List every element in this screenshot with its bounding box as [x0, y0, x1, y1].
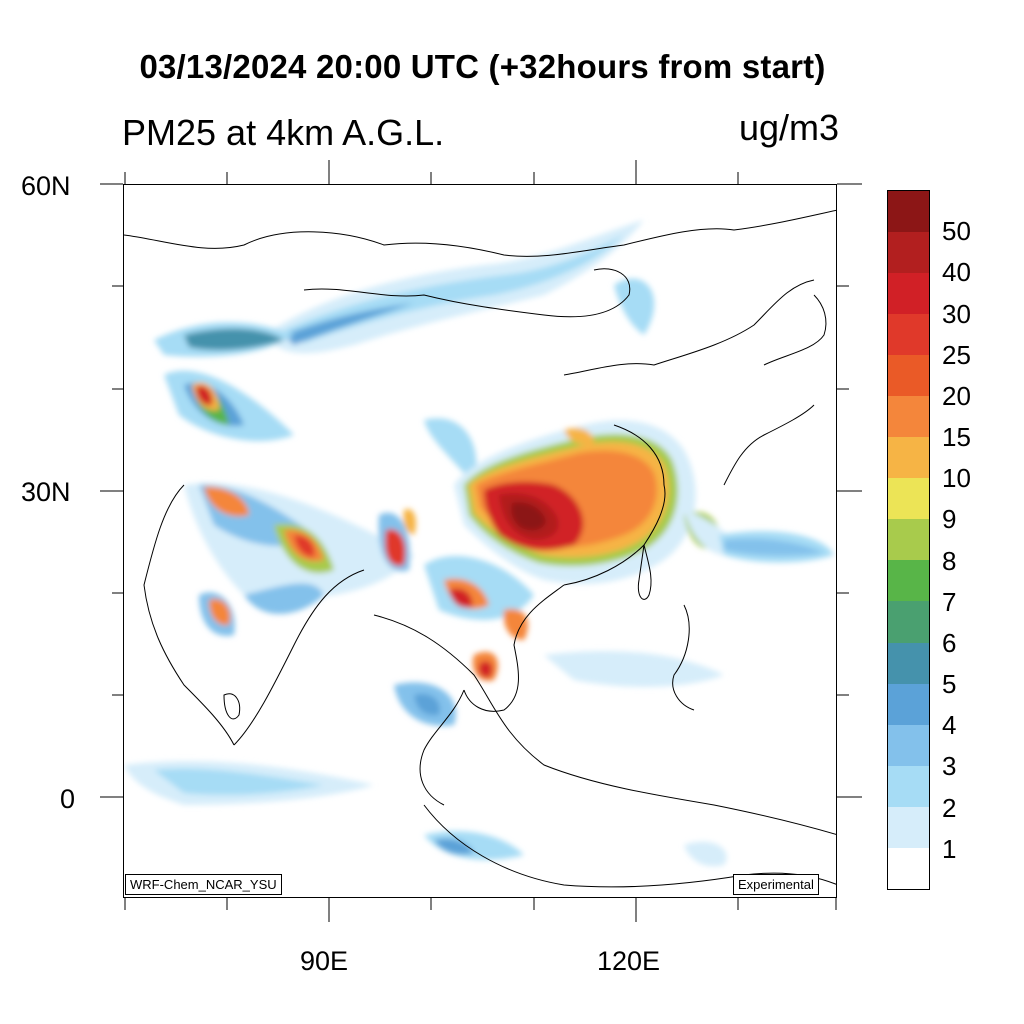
colorbar-label: 30: [942, 298, 971, 329]
colorbar-swatch: [888, 601, 929, 643]
colorbar-label: 25: [942, 339, 971, 370]
experimental-tag: Experimental: [733, 874, 819, 895]
colorbar-label: 40: [942, 257, 971, 288]
colorbar-label: 15: [942, 422, 971, 453]
variable-label: PM25 at 4km A.G.L.: [122, 112, 445, 153]
colorbar-label: 10: [942, 463, 971, 494]
colorbar-label: 2: [942, 792, 957, 823]
colorbar-swatch: [888, 642, 929, 684]
lat-label-60n: 60N: [21, 171, 71, 201]
colorbar-swatch: [888, 314, 929, 356]
colorbar-swatch: [888, 355, 929, 397]
colorbar-swatch: [888, 437, 929, 479]
colorbar-swatch: [888, 519, 929, 561]
plot-title: 03/13/2024 20:00 UTC (+32hours from star…: [139, 48, 826, 85]
lat-label-30n: 30N: [21, 477, 71, 507]
colorbar-swatch: [888, 273, 929, 315]
map-panel: [123, 184, 837, 898]
lat-label-0: 0: [60, 784, 76, 814]
colorbar-label: 50: [942, 216, 971, 247]
colorbar-label: 8: [942, 545, 957, 576]
colorbar-swatch: [888, 847, 929, 889]
colorbar-swatch: [888, 560, 929, 602]
colorbar-swatch: [888, 724, 929, 766]
colorbar-swatch: [888, 478, 929, 520]
colorbar: [887, 190, 930, 890]
colorbar-swatch: [888, 191, 929, 233]
colorbar-swatch: [888, 683, 929, 725]
colorbar-label: 9: [942, 504, 957, 535]
pm25-field: [124, 209, 836, 888]
concentration-contours: [124, 220, 834, 867]
colorbar-label: 20: [942, 380, 971, 411]
colorbar-swatch: [888, 232, 929, 274]
model-tag: WRF-Chem_NCAR_YSU: [125, 874, 282, 895]
lon-label-90e: 90E: [300, 946, 349, 976]
colorbar-label: 1: [942, 833, 957, 864]
colorbar-label: 6: [942, 627, 957, 658]
colorbar-label: 7: [942, 586, 957, 617]
colorbar-label: 5: [942, 669, 957, 700]
colorbar-swatch: [888, 806, 929, 848]
colorbar-label: 3: [942, 751, 957, 782]
lon-label-120e: 120E: [597, 946, 661, 976]
colorbar-swatch: [888, 396, 929, 438]
coastlines: [124, 209, 836, 888]
units-label: ug/m3: [738, 107, 839, 148]
colorbar-label: 4: [942, 710, 957, 741]
colorbar-swatch: [888, 765, 929, 807]
